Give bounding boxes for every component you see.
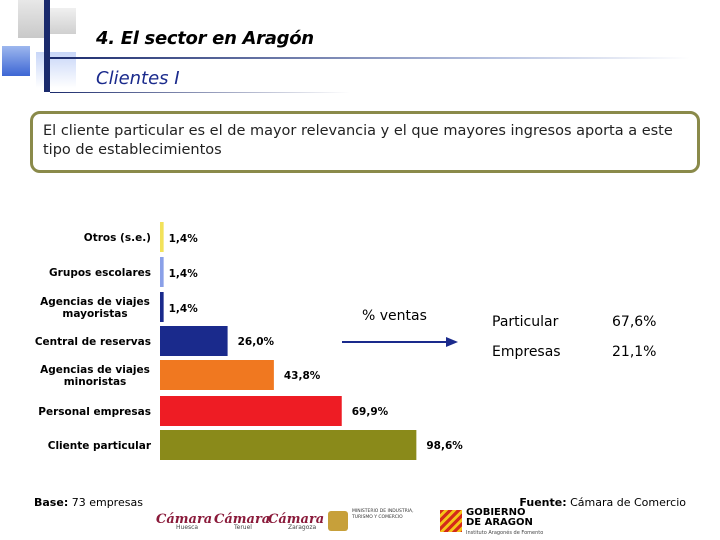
value-label: 98,6% [426,440,463,452]
category-label: Otros (s.e.) [84,232,151,244]
source-note: Fuente: Cámara de Comercio [519,496,686,509]
header-rule [50,92,350,93]
value-label: 69,9% [352,406,389,418]
category-label: Personal empresas [38,406,151,418]
base-note: Base: 73 empresas [34,496,143,509]
category-label: Agencias de viajes mayoristas [40,296,150,320]
header-rule [50,57,690,59]
value-label: 43,8% [284,370,321,382]
message-prefix: El [43,123,61,139]
value-label: 1,4% [169,233,199,245]
slide-subtitle: Clientes I [96,68,180,89]
bar [160,360,274,390]
ventas-row-name: Particular [492,314,559,330]
source-value: Cámara de Comercio [566,496,686,509]
section-title: 4. El sector en Aragón [96,28,314,49]
category-label: Grupos escolares [49,267,151,279]
base-value: 73 empresas [68,496,143,509]
message-highlight: cliente particular [60,123,184,139]
value-label: 1,4% [169,303,199,315]
category-label: Agencias de viajes minoristas [40,364,150,388]
value-label: 1,4% [169,268,199,280]
gobierno-aragon-logo: GOBIERNO DE ARAGON Instituto Aragonés de … [440,508,560,536]
bar [160,222,164,252]
ministerio-logo: MINISTERIO DE INDUSTRIA, TURISMO Y COMER… [328,508,418,534]
header-decoration [2,46,30,76]
source-label: Fuente: [519,496,567,509]
ventas-label: % ventas [362,308,427,324]
escudo-icon [328,511,348,531]
base-label: Base: [34,496,69,509]
value-label: 26,0% [238,336,275,348]
ventas-row-name: Empresas [492,344,561,360]
category-label: Central de reservas [35,336,151,348]
camara-zaragoza-logo: Cámara Zaragoza [268,512,325,531]
header-decoration [44,0,50,92]
header-decoration [50,8,76,34]
camara-teruel-logo: Cámara Teruel [214,512,271,531]
arrow-icon [342,337,458,347]
ventas-row-value: 67,6% [612,314,657,330]
header-decoration [18,0,44,38]
aragon-flag-icon [440,510,462,532]
bar [160,257,164,287]
message-text: El cliente particular es el de mayor rel… [43,122,683,160]
bar [160,292,164,322]
category-label: Cliente particular [48,440,152,452]
bar [160,326,228,356]
message-box: El cliente particular es el de mayor rel… [30,111,700,173]
message-suffix: es el de mayor relevancia y el que mayor… [43,123,673,158]
camara-huesca-logo: Cámara Huesca [156,512,213,531]
bar [160,430,417,460]
bar [160,396,342,426]
ventas-row-value: 21,1% [612,344,657,360]
